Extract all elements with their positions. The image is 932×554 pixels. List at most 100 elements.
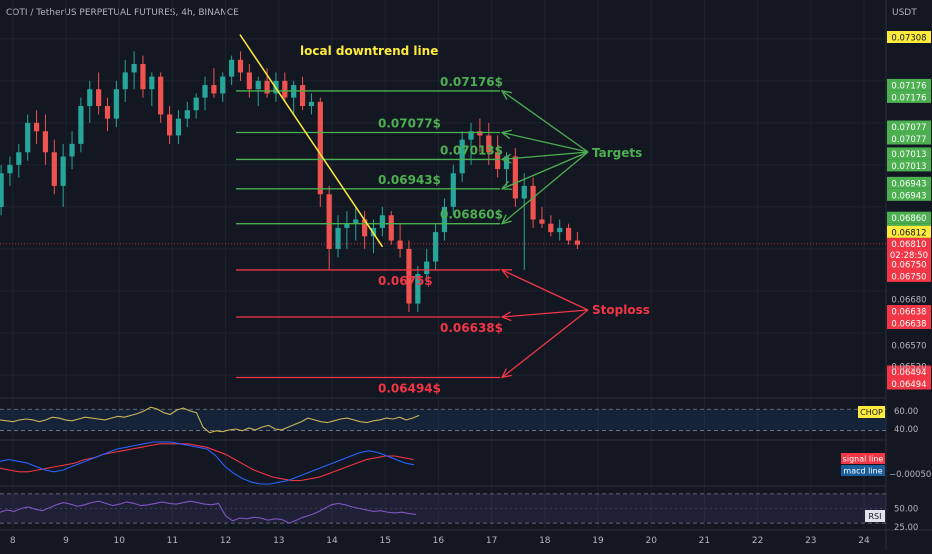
candle-body xyxy=(432,232,439,262)
candle xyxy=(424,248,430,283)
price-tick: 0.06680 xyxy=(891,295,926,305)
targets-label: Targets xyxy=(592,146,642,160)
candle xyxy=(0,164,4,216)
candle xyxy=(574,232,581,249)
candle-body xyxy=(78,106,84,144)
rsi-band-fill xyxy=(0,493,886,524)
time-tick: 8 xyxy=(10,536,16,546)
candle xyxy=(326,185,332,270)
candle xyxy=(468,122,474,165)
signal-line xyxy=(0,443,414,482)
candle xyxy=(25,114,31,161)
candle-body xyxy=(441,206,448,233)
candle xyxy=(503,152,510,186)
candle-body xyxy=(33,122,40,132)
candle xyxy=(282,72,288,102)
stop-axis-badge-bg xyxy=(887,257,931,270)
arrow-head xyxy=(500,153,512,164)
stop-axis-badge-bg xyxy=(887,269,931,282)
target-axis-badge: 0.06943 xyxy=(891,191,926,201)
candle-body xyxy=(530,185,536,220)
candle-body xyxy=(495,152,501,170)
candle-body xyxy=(193,97,199,111)
target-axis-badge: 0.07176 xyxy=(891,81,926,91)
arrow-head xyxy=(500,214,512,225)
candle-body xyxy=(415,274,421,304)
candle-body xyxy=(237,59,244,73)
arrow-shaft xyxy=(501,269,589,311)
candle-body xyxy=(69,143,75,157)
candle xyxy=(42,114,49,165)
candle-body xyxy=(521,185,527,199)
candle xyxy=(60,143,66,207)
candle-body xyxy=(264,80,270,94)
price-axis: 0.07308 0.07176 0.07176 0.07077 0.07077 0.070… xyxy=(887,31,931,390)
candle xyxy=(450,164,456,216)
candlestick-series xyxy=(0,51,581,312)
price-tick: 0.06520 xyxy=(891,363,926,373)
stop-axis-badge: 0.06494 xyxy=(891,368,926,378)
candle-body xyxy=(477,131,483,136)
time-tick: 23 xyxy=(805,536,816,546)
candle-body xyxy=(299,85,306,107)
target-level-label: 0.07077$ xyxy=(378,117,441,131)
arrow-head xyxy=(500,129,512,140)
chop-tick: 40.00 xyxy=(894,425,918,435)
trendline-segment xyxy=(239,34,384,248)
candle xyxy=(530,177,536,228)
target-axis-badge: 0.06860 xyxy=(891,214,926,224)
arrow-shaft xyxy=(501,309,589,379)
candle xyxy=(7,156,13,186)
candle-body xyxy=(512,156,518,199)
candle xyxy=(229,55,235,86)
macd-tag-bg xyxy=(841,465,885,476)
candle xyxy=(521,173,527,270)
signal-tag-bg xyxy=(841,453,885,464)
candle xyxy=(113,80,119,128)
time-tick: 17 xyxy=(486,536,497,546)
candle-body xyxy=(388,215,394,241)
candle-body xyxy=(255,80,261,90)
time-tick: 14 xyxy=(326,536,338,546)
arrow-shaft xyxy=(501,151,589,190)
candle xyxy=(175,110,182,144)
time-tick: 24 xyxy=(858,536,870,546)
target-axis-badge-bg xyxy=(887,176,931,189)
candle-body xyxy=(565,227,572,241)
rsi-indicator: 50.00 25.00 RSI xyxy=(0,493,918,533)
target-level-label: 0.06943$ xyxy=(378,173,441,187)
candle xyxy=(335,215,341,258)
candle-body xyxy=(282,80,288,98)
candle xyxy=(33,110,40,144)
downtrend-line xyxy=(239,34,384,248)
candle-body xyxy=(175,118,182,136)
top-price-badge: 0.07308 xyxy=(891,34,926,44)
candle-body xyxy=(406,248,412,304)
target-axis-badge-bg xyxy=(887,211,931,224)
candle-body xyxy=(574,240,581,245)
candle-body xyxy=(335,227,341,249)
target-axis-badge-bg xyxy=(887,78,931,91)
target-level-label: 0.07176$ xyxy=(440,75,503,89)
candle-body xyxy=(42,131,49,153)
macd-line xyxy=(0,441,415,485)
candle-body xyxy=(229,59,235,77)
candle-body xyxy=(51,152,57,186)
time-tick: 16 xyxy=(433,536,445,546)
macd-tag: macd line xyxy=(843,467,882,476)
candle xyxy=(441,198,448,241)
candle-body xyxy=(166,114,173,136)
candle-body xyxy=(557,227,563,233)
candle xyxy=(388,211,394,245)
top-price-badge-bg xyxy=(887,31,931,43)
candle-body xyxy=(184,110,190,119)
candle-body xyxy=(220,76,226,94)
target-axis-badge: 0.07013 xyxy=(891,150,926,160)
trendline-label: local downtrend line xyxy=(300,44,438,58)
candle-body xyxy=(60,156,66,186)
candle xyxy=(96,72,102,115)
chop-tag-bg xyxy=(858,406,885,418)
